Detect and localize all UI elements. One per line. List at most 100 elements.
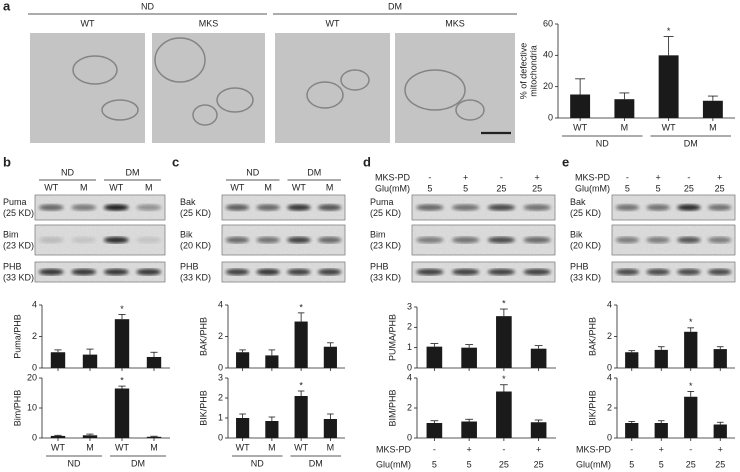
bar: [713, 424, 727, 438]
x-tick-label: 25: [715, 459, 725, 469]
x-tick-label: 25: [499, 459, 509, 469]
y-tick-label: 1: [218, 412, 223, 422]
y-tick-label: 3: [218, 372, 223, 382]
protein-size: (25 KD): [3, 208, 34, 218]
group-label: ND: [596, 138, 609, 148]
lane-label: -: [626, 172, 629, 182]
blot-noise: [612, 262, 735, 282]
blot-band: [71, 204, 97, 211]
micrograph-texture: [395, 33, 515, 143]
lane-label: +: [463, 172, 468, 182]
blot-band: [615, 236, 640, 244]
blot-noise: [35, 262, 165, 282]
protein-size: (23 KD): [3, 240, 34, 250]
blot-band: [103, 268, 129, 276]
blot-band: [487, 268, 515, 276]
annotation: *: [299, 302, 303, 312]
blot-band: [677, 236, 701, 244]
lane-label: -: [500, 172, 503, 182]
mitochondrion: [340, 69, 370, 91]
mitochondrion: [306, 81, 344, 109]
panel-letter: d: [363, 154, 371, 169]
x-tick-label: WT: [115, 442, 129, 452]
protein-name: Bak: [180, 197, 196, 207]
y-tick-label: 0: [218, 362, 223, 372]
blot-band: [317, 268, 342, 276]
y-tick-label: 40: [543, 50, 553, 60]
protein-name: PHB: [3, 261, 22, 271]
y-tick-label: 0: [548, 112, 553, 122]
bar: [530, 422, 547, 438]
x-tick-label: 25: [686, 459, 696, 469]
y-tick-label: 2: [218, 392, 223, 402]
lane-label: +: [717, 172, 722, 182]
blot-band: [487, 236, 515, 244]
protein-name: Bak: [570, 197, 586, 207]
lane-label: 5: [427, 183, 432, 193]
lane-label: WT: [292, 182, 306, 192]
blot-band: [103, 204, 129, 211]
bar: [236, 418, 250, 438]
bar: [146, 356, 162, 368]
x-tick-label: +: [718, 444, 723, 454]
y-axis-label: % of defective: [518, 43, 528, 100]
row-label: Glu(mM): [375, 183, 410, 193]
x-tick-label: 5: [432, 459, 437, 469]
group-label: DM: [309, 458, 323, 468]
y-tick-label: 0: [407, 362, 412, 372]
protein-size: (33 KD): [3, 272, 34, 282]
x-tick-label: -: [433, 444, 436, 454]
blot-band: [287, 204, 311, 211]
x-tick-label: M: [268, 442, 276, 452]
lane-label: -: [687, 172, 690, 182]
lane-label: 25: [684, 183, 694, 193]
x-tick-label: M: [709, 122, 717, 132]
blot-noise: [412, 262, 555, 282]
blot-band: [225, 268, 250, 276]
bar: [265, 355, 279, 368]
panel-letter: e: [562, 154, 569, 169]
bar: [496, 391, 512, 438]
y-axis-label: BIM/PHB: [387, 389, 397, 426]
y-tick-label: 4: [607, 372, 612, 382]
annotation: *: [502, 298, 506, 308]
blot-band: [136, 236, 162, 244]
y-tick-label: 0: [407, 432, 412, 442]
y-tick-label: 2: [32, 331, 37, 341]
blot-band: [71, 268, 97, 276]
blot-band: [523, 268, 551, 276]
group-label: DM: [126, 167, 140, 177]
x-tick-label: M: [86, 442, 94, 452]
blot-band: [646, 268, 670, 276]
blot-band: [71, 236, 97, 244]
group-label: ND: [68, 458, 81, 468]
micrograph-label: WT: [326, 18, 340, 28]
micrograph-texture: [275, 33, 390, 143]
y-tick-label: 2: [407, 402, 412, 412]
y-tick-label: 60: [543, 18, 553, 28]
y-tick-label: 2: [218, 331, 223, 341]
x-tick-label: M: [150, 442, 158, 452]
protein-size: (25 KD): [180, 208, 211, 218]
protein-name: Bik: [180, 229, 193, 239]
y-axis-label: BAK/PHB: [587, 317, 597, 356]
protein-name: Bik: [570, 229, 583, 239]
micrograph-label: MKS: [445, 18, 465, 28]
group-label: ND: [141, 1, 154, 11]
y-tick-label: 2: [407, 322, 412, 332]
y-tick-label: 4: [407, 372, 412, 382]
lane-label: M: [326, 182, 334, 192]
x-tick-label: +: [659, 444, 664, 454]
blot-band: [646, 204, 670, 211]
bar: [323, 346, 337, 368]
bar: [654, 423, 668, 438]
blot-band: [225, 236, 250, 244]
blot-band: [416, 236, 444, 244]
x-tick-label: 5: [629, 459, 634, 469]
x-tick-label: 5: [659, 459, 664, 469]
blot-band: [136, 268, 162, 276]
blot-band: [256, 236, 280, 244]
protein-size: (23 KD): [370, 240, 401, 250]
bar: [294, 321, 308, 368]
y-axis-label: mitochondria: [528, 45, 538, 97]
